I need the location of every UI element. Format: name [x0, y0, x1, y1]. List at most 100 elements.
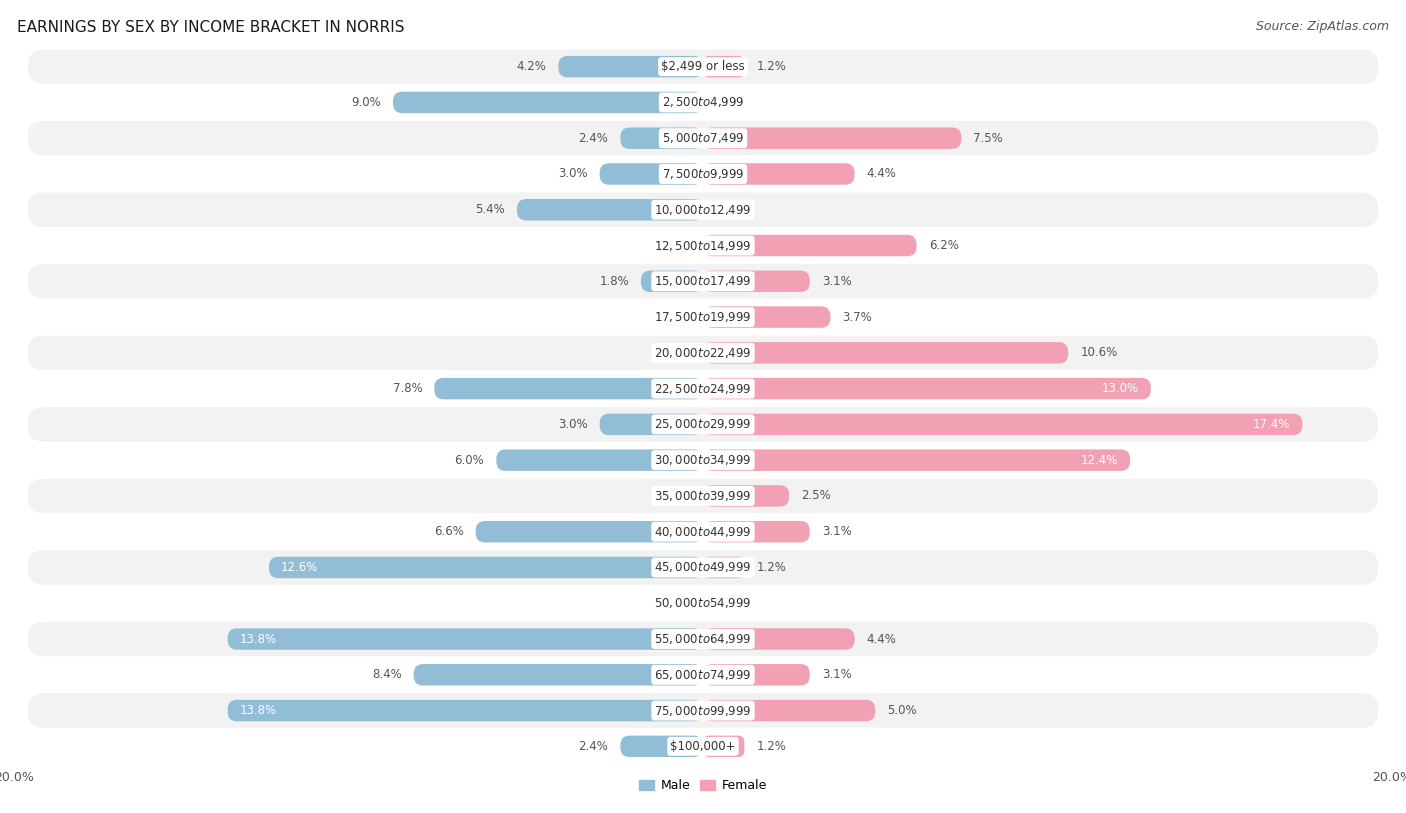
FancyBboxPatch shape [475, 521, 703, 542]
Text: 0.0%: 0.0% [716, 96, 745, 109]
Text: $5,000 to $7,499: $5,000 to $7,499 [662, 131, 744, 146]
FancyBboxPatch shape [434, 378, 703, 399]
FancyBboxPatch shape [228, 628, 703, 650]
FancyBboxPatch shape [28, 550, 1378, 585]
Text: $25,000 to $29,999: $25,000 to $29,999 [654, 417, 752, 432]
FancyBboxPatch shape [28, 121, 1378, 155]
Text: 0.0%: 0.0% [661, 346, 690, 359]
Text: $75,000 to $99,999: $75,000 to $99,999 [654, 703, 752, 718]
Text: 3.7%: 3.7% [842, 311, 872, 324]
FancyBboxPatch shape [28, 693, 1378, 728]
FancyBboxPatch shape [703, 163, 855, 185]
FancyBboxPatch shape [703, 307, 831, 328]
Text: 0.0%: 0.0% [716, 203, 745, 216]
FancyBboxPatch shape [269, 557, 703, 578]
Text: 8.4%: 8.4% [371, 668, 402, 681]
Text: 13.0%: 13.0% [1102, 382, 1139, 395]
Text: 12.6%: 12.6% [281, 561, 318, 574]
FancyBboxPatch shape [228, 700, 703, 721]
Text: 2.5%: 2.5% [801, 489, 831, 502]
FancyBboxPatch shape [703, 235, 917, 256]
FancyBboxPatch shape [28, 407, 1378, 441]
Text: 3.0%: 3.0% [558, 418, 588, 431]
Text: 2.4%: 2.4% [578, 740, 609, 753]
FancyBboxPatch shape [703, 521, 810, 542]
Text: 4.4%: 4.4% [866, 167, 897, 180]
Text: 5.0%: 5.0% [887, 704, 917, 717]
Text: 12.4%: 12.4% [1081, 454, 1118, 467]
Text: 3.1%: 3.1% [823, 668, 852, 681]
Text: 4.2%: 4.2% [516, 60, 547, 73]
Text: 4.4%: 4.4% [866, 633, 897, 646]
Text: 0.0%: 0.0% [661, 311, 690, 324]
FancyBboxPatch shape [620, 128, 703, 149]
FancyBboxPatch shape [28, 479, 1378, 513]
FancyBboxPatch shape [703, 56, 744, 77]
Text: $17,500 to $19,999: $17,500 to $19,999 [654, 310, 752, 324]
Text: 6.2%: 6.2% [928, 239, 959, 252]
FancyBboxPatch shape [28, 193, 1378, 227]
Text: 0.0%: 0.0% [661, 239, 690, 252]
Text: $100,000+: $100,000+ [671, 740, 735, 753]
Text: 6.6%: 6.6% [433, 525, 464, 538]
Text: $20,000 to $22,499: $20,000 to $22,499 [654, 346, 752, 360]
Text: 7.5%: 7.5% [973, 132, 1002, 145]
Text: 3.0%: 3.0% [558, 167, 588, 180]
FancyBboxPatch shape [599, 163, 703, 185]
FancyBboxPatch shape [28, 264, 1378, 298]
FancyBboxPatch shape [703, 450, 1130, 471]
Text: 0.0%: 0.0% [661, 597, 690, 610]
FancyBboxPatch shape [558, 56, 703, 77]
FancyBboxPatch shape [703, 628, 855, 650]
Text: 10.6%: 10.6% [1080, 346, 1118, 359]
Text: $7,500 to $9,999: $7,500 to $9,999 [662, 167, 744, 181]
Text: $15,000 to $17,499: $15,000 to $17,499 [654, 274, 752, 289]
Text: 13.8%: 13.8% [239, 704, 277, 717]
Text: 13.8%: 13.8% [239, 633, 277, 646]
Text: EARNINGS BY SEX BY INCOME BRACKET IN NORRIS: EARNINGS BY SEX BY INCOME BRACKET IN NOR… [17, 20, 405, 35]
Text: $65,000 to $74,999: $65,000 to $74,999 [654, 667, 752, 682]
Text: 7.8%: 7.8% [392, 382, 422, 395]
FancyBboxPatch shape [496, 450, 703, 471]
FancyBboxPatch shape [703, 557, 744, 578]
Text: $35,000 to $39,999: $35,000 to $39,999 [654, 489, 752, 503]
Text: 3.1%: 3.1% [823, 525, 852, 538]
Text: 1.2%: 1.2% [756, 561, 786, 574]
Text: Source: ZipAtlas.com: Source: ZipAtlas.com [1256, 20, 1389, 33]
Text: $2,499 or less: $2,499 or less [661, 60, 745, 73]
FancyBboxPatch shape [703, 664, 810, 685]
Text: $30,000 to $34,999: $30,000 to $34,999 [654, 453, 752, 467]
Text: 5.4%: 5.4% [475, 203, 505, 216]
Text: $2,500 to $4,999: $2,500 to $4,999 [662, 95, 744, 110]
Text: $12,500 to $14,999: $12,500 to $14,999 [654, 238, 752, 253]
FancyBboxPatch shape [703, 378, 1152, 399]
FancyBboxPatch shape [641, 271, 703, 292]
FancyBboxPatch shape [28, 622, 1378, 656]
FancyBboxPatch shape [517, 199, 703, 220]
Text: $10,000 to $12,499: $10,000 to $12,499 [654, 202, 752, 217]
FancyBboxPatch shape [703, 736, 744, 757]
FancyBboxPatch shape [413, 664, 703, 685]
Text: $45,000 to $49,999: $45,000 to $49,999 [654, 560, 752, 575]
FancyBboxPatch shape [28, 336, 1378, 370]
Text: $55,000 to $64,999: $55,000 to $64,999 [654, 632, 752, 646]
Legend: Male, Female: Male, Female [634, 774, 772, 798]
FancyBboxPatch shape [392, 92, 703, 113]
FancyBboxPatch shape [703, 485, 789, 506]
Text: 17.4%: 17.4% [1253, 418, 1291, 431]
FancyBboxPatch shape [703, 414, 1302, 435]
Text: $22,500 to $24,999: $22,500 to $24,999 [654, 381, 752, 396]
Text: 9.0%: 9.0% [352, 96, 381, 109]
Text: 1.2%: 1.2% [756, 740, 786, 753]
Text: 1.8%: 1.8% [599, 275, 628, 288]
Text: 6.0%: 6.0% [454, 454, 484, 467]
Text: 0.0%: 0.0% [716, 597, 745, 610]
FancyBboxPatch shape [703, 700, 875, 721]
Text: 0.0%: 0.0% [661, 489, 690, 502]
FancyBboxPatch shape [28, 50, 1378, 84]
Text: 1.2%: 1.2% [756, 60, 786, 73]
FancyBboxPatch shape [703, 128, 962, 149]
FancyBboxPatch shape [620, 736, 703, 757]
Text: $50,000 to $54,999: $50,000 to $54,999 [654, 596, 752, 611]
FancyBboxPatch shape [703, 342, 1069, 363]
